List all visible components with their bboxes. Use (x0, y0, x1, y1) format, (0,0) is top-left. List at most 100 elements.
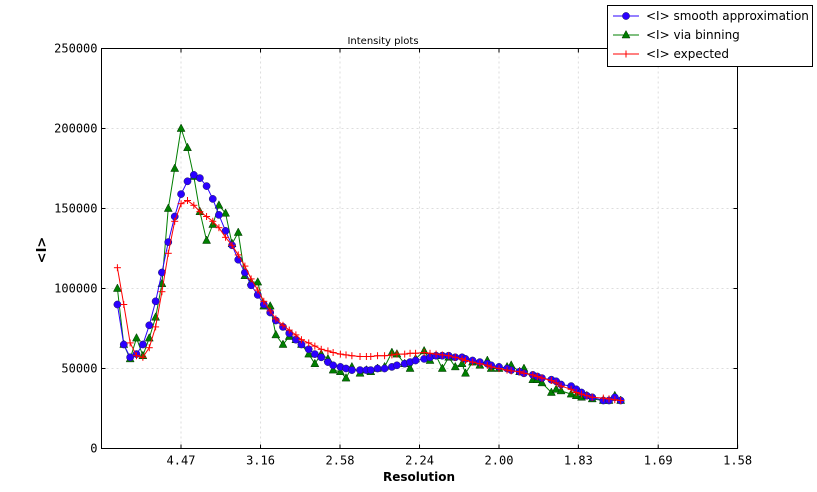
data-point (171, 217, 179, 225)
data-point (437, 363, 447, 372)
data-point (241, 268, 249, 277)
data-point (538, 374, 546, 382)
data-point (215, 224, 223, 232)
data-point (503, 366, 511, 374)
data-point (457, 358, 467, 367)
legend: <I> smooth approximation <I> via binning <… (607, 5, 813, 67)
data-point (483, 361, 491, 369)
data-point (221, 208, 230, 217)
data-point (578, 390, 586, 398)
series-layer (112, 123, 626, 405)
data-point (551, 384, 561, 393)
data-point (164, 249, 172, 257)
x-tick-label: 2.58 (326, 454, 355, 468)
data-point (297, 336, 305, 344)
data-point (476, 360, 484, 368)
data-point (348, 366, 356, 374)
data-point (234, 251, 242, 259)
data-point (183, 197, 191, 204)
data-point (215, 211, 223, 219)
data-point (507, 367, 515, 375)
data-point (190, 201, 198, 209)
data-point (356, 353, 364, 360)
data-point (547, 377, 555, 384)
data-point (572, 389, 580, 396)
data-point (458, 355, 466, 363)
series-triangle (112, 123, 626, 404)
data-point (209, 217, 217, 225)
x-tick-label: 1.69 (644, 454, 673, 468)
data-point (203, 213, 211, 220)
data-point (202, 235, 211, 244)
data-point (158, 288, 166, 296)
data-point (176, 123, 186, 132)
data-point (567, 385, 575, 393)
series-line (116, 128, 621, 401)
data-point (112, 283, 122, 292)
data-point (126, 353, 134, 362)
data-point (432, 350, 440, 358)
data-point (374, 352, 382, 360)
data-point (145, 344, 153, 352)
data-point (177, 200, 185, 208)
data-point (144, 333, 154, 342)
series-plus (113, 197, 625, 404)
series-circle (113, 171, 625, 405)
data-point (214, 200, 224, 209)
data-point (388, 351, 396, 359)
data-point (583, 392, 591, 400)
data-point (253, 277, 263, 286)
data-point (552, 379, 560, 387)
data-point (336, 350, 344, 358)
data-point (202, 182, 211, 190)
data-point (254, 286, 262, 294)
data-point (272, 315, 280, 323)
data-point (119, 340, 128, 349)
data-point (133, 352, 141, 360)
data-point (310, 358, 320, 367)
data-point (557, 382, 565, 390)
data-point (151, 297, 160, 306)
data-point (317, 345, 325, 353)
data-point (152, 323, 160, 331)
data-point (278, 339, 288, 348)
data-point (393, 361, 401, 370)
data-point (366, 366, 375, 374)
data-point (222, 233, 230, 241)
x-tick-label: 2.00 (485, 454, 514, 468)
legend-marker-circle (622, 12, 630, 20)
data-point (196, 208, 204, 216)
x-tick-label: 1.83 (564, 454, 593, 468)
legend-marker-triangle (621, 29, 631, 39)
data-point (177, 190, 185, 198)
data-point (380, 364, 389, 373)
data-point (533, 373, 541, 380)
x-tick-label: 3.16 (246, 454, 275, 468)
y-tick-label: 50000 (61, 362, 97, 376)
data-point (139, 340, 147, 349)
data-point (126, 339, 134, 347)
data-point (420, 349, 428, 356)
data-point (113, 264, 121, 272)
data-point (450, 361, 460, 371)
legend-box (607, 5, 813, 67)
data-point (617, 397, 625, 404)
data-point (311, 342, 319, 350)
data-point (495, 365, 503, 372)
y-tick-label: 0 (90, 442, 97, 456)
chart-title: Intensity plots (347, 36, 418, 47)
data-point (120, 301, 128, 308)
data-point (367, 353, 375, 360)
legend-label: <I> via binning (646, 28, 740, 42)
data-point (328, 365, 338, 374)
data-point (605, 395, 613, 403)
data-point (304, 349, 314, 358)
data-point (469, 358, 477, 366)
data-point (183, 177, 192, 186)
data-point (445, 352, 453, 360)
data-point (588, 393, 596, 401)
legend-label: <I> expected (646, 47, 729, 61)
data-point (132, 333, 141, 342)
data-point (566, 389, 576, 398)
data-point (556, 385, 566, 395)
